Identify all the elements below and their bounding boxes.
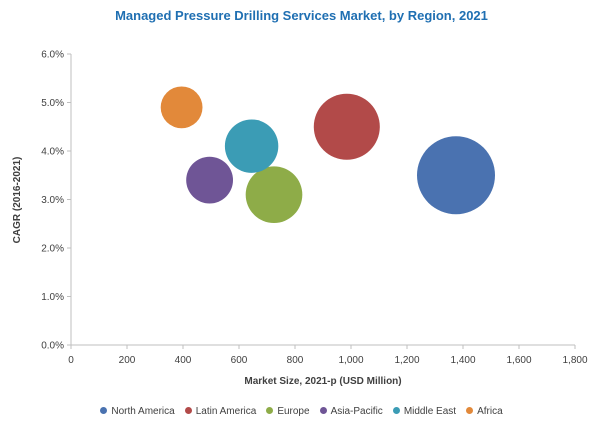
legend-marker [184,407,192,414]
x-axis-title: Market Size, 2021-p (USD Million) [244,376,401,387]
y-axis-title: CAGR (2016-2021) [12,157,23,244]
x-tick-label: 400 [175,355,192,366]
y-tick-label: 2.0% [41,244,64,255]
x-tick-label: 1,000 [338,355,363,366]
bubble-latin-america [313,93,380,160]
legend-item-asia-pacific: Asia-Pacific [319,406,383,417]
y-tick-label: 3.0% [41,195,64,206]
y-tick-label: 5.0% [41,98,64,109]
bubble-africa [160,86,203,129]
legend-label: Asia-Pacific [330,406,383,417]
chart-title: Managed Pressure Drilling Services Marke… [115,8,488,23]
axes: 0 200 400 600 800 1,000 1,200 1,400 1,600 1,800 0.… [41,50,588,367]
x-tick-label: 800 [287,355,304,366]
legend-marker [319,407,327,414]
legend-item-latin-america: Latin America [184,406,257,417]
legend-item-north-america: North America [100,406,175,417]
y-tick-label: 1.0% [41,292,64,303]
legend-item-europe: Europe [266,406,310,417]
x-tick-label: 600 [231,355,248,366]
legend-label: Middle East [403,406,457,417]
x-tick-label: 1,200 [394,355,419,366]
legend-marker [266,407,274,414]
legend-label: Africa [477,406,503,417]
y-tick-label: 4.0% [41,147,64,158]
x-tick-label: 1,600 [506,355,531,366]
bubble-middle-east [224,119,279,173]
legend-marker [100,407,108,414]
y-tick-label: 6.0% [41,50,64,61]
legend-label: Europe [277,406,310,417]
legend-label: Latin America [195,406,257,417]
legend-marker [466,407,474,414]
x-tick-label: 1,400 [450,355,475,366]
legend-marker [392,407,400,414]
legend-item-africa: Africa [466,406,503,417]
bubbles [160,86,495,223]
x-tick-label: 0 [68,355,74,366]
legend-item-middle-east: Middle East [392,406,457,417]
y-tick-label: 0.0% [41,341,64,352]
bubble-asia-pacific [186,156,234,204]
legend: North America Latin America Europe Asia-Pac… [0,406,603,417]
bubble-europe [245,166,303,223]
x-tick-label: 1,800 [562,355,587,366]
legend-label: North America [111,406,175,417]
x-tick-label: 200 [119,355,136,366]
bubble-north-america [417,136,495,215]
